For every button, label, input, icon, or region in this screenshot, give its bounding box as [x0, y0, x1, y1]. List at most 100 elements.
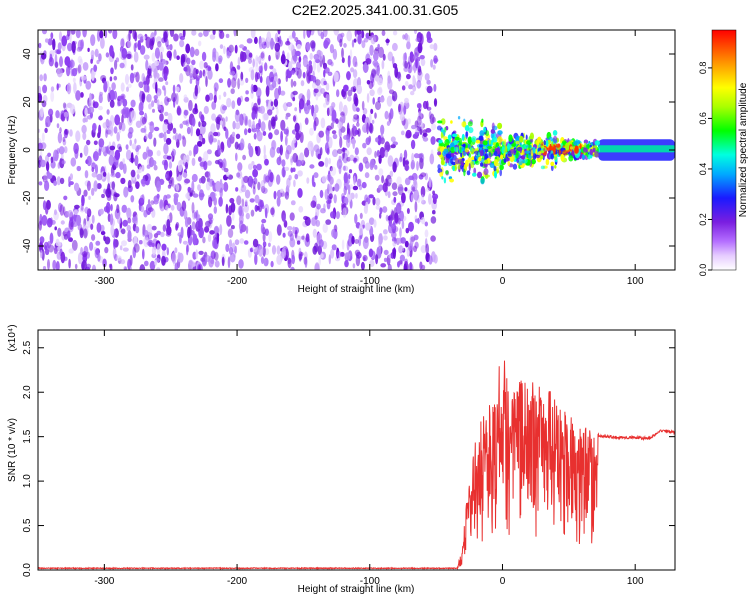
- spectrogram-noise-point: [254, 194, 260, 204]
- spectrogram-noise-point: [402, 34, 406, 40]
- spectrogram-noise-point: [323, 203, 326, 212]
- spectrogram-noise-point: [274, 87, 280, 100]
- spectrogram-noise-point: [133, 243, 140, 253]
- spectrogram-noise-point: [98, 53, 102, 62]
- spectrogram-noise-point: [296, 61, 301, 70]
- spectrogram-noise-point: [288, 61, 293, 72]
- spectrogram-noise-point: [195, 249, 198, 260]
- spectrogram-noise-point: [369, 89, 375, 97]
- spectrogram-noise-point: [361, 40, 366, 49]
- spectrogram-noise-point: [238, 259, 244, 269]
- spectrogram-noise-point: [191, 202, 195, 214]
- spectrogram-noise-point: [39, 241, 44, 254]
- spectrogram-noise-point: [148, 232, 153, 240]
- spectrogram-noise-point: [176, 55, 180, 60]
- spectrogram-noise-point: [193, 211, 198, 219]
- spectrogram-noise-point: [218, 55, 223, 63]
- spectrogram-noise-point: [382, 182, 388, 193]
- spectrogram-noise-point: [262, 245, 266, 257]
- spectrogram-noise-point: [371, 68, 376, 79]
- spectrogram-signal-point: [478, 135, 484, 141]
- spectrogram-noise-point: [226, 137, 232, 149]
- spectrogram-noise-point: [270, 101, 274, 107]
- spectrogram-noise-point: [234, 141, 239, 150]
- spectrogram-noise-point: [428, 193, 432, 205]
- spectrogram-noise-point: [369, 259, 375, 267]
- spectrogram-noise-point: [177, 160, 183, 173]
- spectrogram-noise-point: [145, 36, 152, 49]
- spectrogram-noise-point: [270, 207, 275, 216]
- spectrogram-noise-point: [92, 123, 97, 133]
- spectrogram-noise-point: [198, 121, 201, 128]
- spectrogram-noise-point: [62, 136, 66, 143]
- spectrogram-noise-point: [290, 167, 294, 173]
- spectrogram-noise-point: [433, 98, 438, 107]
- spectrogram-noise-point: [347, 89, 353, 97]
- spectrogram-noise-point: [186, 126, 191, 135]
- colorbar-ticks: 0.0 0.2 0.4 0.6 0.8: [698, 62, 712, 276]
- spectrogram-noise-point: [332, 186, 335, 192]
- spectrogram-signal-point: [454, 136, 460, 141]
- spectrogram-noise-point: [384, 110, 389, 120]
- spectrogram-noise-point: [223, 167, 229, 173]
- spectrogram-noise-point: [236, 172, 241, 178]
- spectrogram-noise-point: [218, 78, 224, 84]
- spectrogram-noise-point: [387, 263, 392, 270]
- spectrogram-signal-point: [592, 147, 596, 153]
- spectrogram-noise-point: [391, 182, 398, 190]
- spectrogram-noise-point: [126, 86, 129, 92]
- spectrogram-noise-point: [369, 123, 374, 134]
- spectrogram-noise-point: [47, 241, 51, 249]
- spectrogram-noise-point: [377, 43, 380, 50]
- spectrogram-noise-point: [417, 42, 423, 54]
- spectrogram-noise-point: [401, 246, 405, 252]
- spectrogram-noise-point: [231, 100, 236, 109]
- spectrogram-noise-point: [118, 146, 122, 153]
- spectrogram-noise-point: [38, 220, 42, 231]
- spectrogram-noise-point: [289, 212, 295, 221]
- spectrogram-signal-point: [529, 139, 534, 143]
- spectrogram-noise-point: [67, 30, 71, 37]
- spectrogram-noise-point: [290, 266, 295, 270]
- spectrogram-noise-point: [425, 243, 430, 255]
- spectrogram-noise-point: [375, 101, 381, 111]
- spectrogram-noise-point: [191, 59, 196, 66]
- spectrogram-noise-point: [134, 31, 138, 42]
- spectrogram-noise-point: [412, 75, 416, 86]
- spectrogram-signal-point: [461, 121, 467, 128]
- spectrogram-noise-point: [374, 150, 377, 159]
- spectrogram-noise-point: [109, 76, 113, 82]
- spectrogram-noise-point: [313, 59, 317, 71]
- spectrogram-noise-point: [104, 236, 111, 245]
- spectrogram-noise-point: [82, 62, 89, 71]
- spectrogram-noise-point: [341, 239, 345, 250]
- spectrogram-noise-point: [406, 73, 411, 80]
- spectrogram-noise-point: [417, 68, 422, 76]
- spectrogram-signal-point: [574, 146, 578, 154]
- spectrogram-noise-point: [317, 245, 322, 256]
- spectrogram-noise-point: [39, 74, 43, 82]
- spectrogram-noise-point: [154, 60, 160, 67]
- spectrogram-noise-point: [144, 133, 149, 140]
- spectrogram-noise-point: [148, 131, 153, 140]
- spectrogram-noise-point: [392, 63, 398, 69]
- spectrogram-signal-point: [525, 134, 528, 141]
- spectrogram-noise-point: [388, 223, 394, 234]
- spectrogram-noise-point: [166, 247, 169, 256]
- spectrogram-noise-point: [109, 124, 114, 137]
- spectrogram-noise-point: [54, 49, 61, 54]
- spectrogram-signal-point: [489, 162, 495, 168]
- spectrogram-noise-point: [106, 109, 110, 115]
- spectrogram-signal-point: [440, 118, 446, 125]
- spectrogram-noise-point: [319, 189, 324, 199]
- spectrogram-noise-point: [345, 133, 350, 140]
- spectrogram-noise-point: [99, 91, 103, 97]
- spectrogram-noise-point: [98, 93, 103, 104]
- spectrogram-noise-point: [106, 120, 112, 127]
- spectrogram-noise-point: [207, 69, 213, 80]
- spectrogram-noise-point: [372, 196, 376, 206]
- spectrogram-noise-point: [425, 187, 430, 192]
- spectrogram-noise-point: [374, 112, 377, 119]
- spectrogram-noise-point: [163, 131, 167, 143]
- spectrogram-noise-point: [239, 79, 245, 86]
